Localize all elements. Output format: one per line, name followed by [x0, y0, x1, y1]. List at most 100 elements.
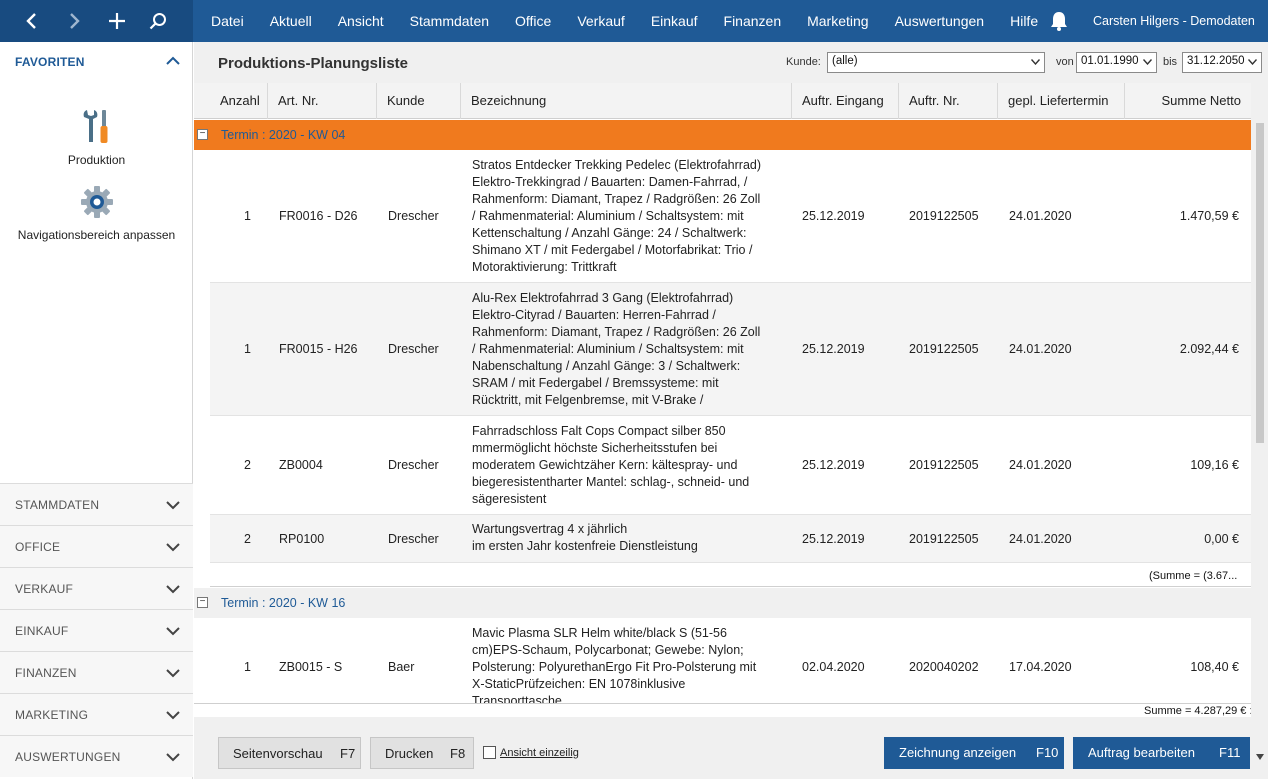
show-drawing-button[interactable]: Zeichnung anzeigen F10 — [884, 737, 1064, 769]
cell-anzahl: 1 — [244, 342, 251, 356]
favorites-header[interactable]: FAVORITEN — [15, 55, 85, 69]
menu-verkauf[interactable]: Verkauf — [577, 13, 625, 29]
col-artnr[interactable]: Art. Nr. — [268, 83, 377, 119]
button-label: Auftrag bearbeiten — [1088, 745, 1195, 760]
button-shortcut: F7 — [340, 746, 356, 761]
col-auftrnr[interactable]: Auftr. Nr. — [899, 83, 998, 119]
col-bezeichnung[interactable]: Bezeichnung — [461, 83, 792, 119]
table-row[interactable]: 2 RP0100 Drescher Wartungsvertrag 4 x jä… — [210, 515, 1251, 563]
forward-icon[interactable] — [54, 0, 94, 42]
chevron-down-icon — [166, 543, 180, 552]
group-label: Termin : 2020 - KW 04 — [221, 128, 346, 142]
section-label: EINKAUF — [15, 624, 69, 638]
menu-office[interactable]: Office — [515, 13, 552, 29]
cell-artnr: FR0015 - H26 — [279, 342, 358, 356]
section-office[interactable]: OFFICE — [0, 525, 193, 567]
cell-eingang: 02.04.2020 — [802, 660, 865, 674]
customer-select[interactable]: (alle) — [827, 52, 1045, 73]
cell-bezeichnung: Wartungsvertrag 4 x jährlich im ersten J… — [472, 522, 698, 553]
menu-marketing[interactable]: Marketing — [807, 13, 869, 29]
cell-eingang: 25.12.2019 — [802, 458, 865, 472]
group-summary-row: (Summe = (3.67... — [210, 563, 1251, 587]
col-eingang[interactable]: Auftr. Eingang — [792, 83, 899, 119]
chevron-down-icon — [1143, 59, 1152, 65]
button-shortcut: F10 — [1036, 745, 1059, 760]
favorite-label: Produktion — [67, 153, 126, 167]
section-label: OFFICE — [15, 540, 61, 554]
grand-total: Summe = 4.287,29 € : — [1144, 705, 1253, 717]
cell-summe: 2.092,44 € — [1179, 342, 1239, 356]
menu-auswertungen[interactable]: Auswertungen — [894, 13, 985, 29]
to-date-field[interactable]: 31.12.2050 — [1182, 52, 1262, 73]
col-summe[interactable]: Summe Netto — [1161, 93, 1241, 108]
menu-aktuell[interactable]: Aktuell — [269, 13, 312, 29]
section-verkauf[interactable]: VERKAUF — [0, 567, 193, 609]
section-finanzen[interactable]: FINANZEN — [0, 651, 193, 693]
cell-liefertermin: 24.01.2020 — [1009, 532, 1072, 546]
section-marketing[interactable]: MARKETING — [0, 693, 193, 735]
gear-icon — [0, 185, 193, 222]
add-icon[interactable] — [97, 0, 137, 42]
customer-select-value: (alle) — [832, 55, 858, 67]
cell-auftrnr: 2019122505 — [909, 209, 979, 223]
menu-finanzen[interactable]: Finanzen — [723, 13, 782, 29]
group-sum: (Summe = (3.67... — [1149, 570, 1238, 582]
table-footer: Summe = 4.287,29 € : — [194, 703, 1253, 717]
col-liefertermin[interactable]: gepl. Liefertermin — [998, 83, 1125, 119]
preview-button[interactable]: Seitenvorschau F7 — [218, 737, 361, 769]
cell-anzahl: 1 — [244, 209, 251, 223]
from-date-value: 01.01.1990 — [1081, 55, 1139, 67]
cell-summe: 1.470,59 € — [1179, 209, 1239, 223]
menu-stammdaten[interactable]: Stammdaten — [409, 13, 490, 29]
main-menu: Datei Aktuell Ansicht Stammdaten Office … — [198, 0, 1051, 42]
cell-auftrnr: 2019122505 — [909, 342, 979, 356]
group-row[interactable]: − Termin : 2020 - KW 16 — [194, 588, 1251, 618]
edit-order-button[interactable]: Auftrag bearbeiten F11 — [1073, 737, 1250, 769]
favorite-navigationsbereich[interactable]: Navigationsbereich anpassen — [0, 185, 193, 242]
section-einkauf[interactable]: EINKAUF — [0, 609, 193, 651]
collapse-icon[interactable]: − — [197, 129, 208, 140]
table-row[interactable]: 1 FR0016 - D26 Drescher Stratos Entdecke… — [210, 150, 1251, 283]
collapse-icon[interactable]: − — [197, 597, 208, 608]
print-button[interactable]: Drucken F8 — [370, 737, 474, 769]
section-label: VERKAUF — [15, 582, 74, 596]
cell-kunde: Drescher — [388, 458, 439, 472]
chevron-down-icon — [166, 627, 180, 636]
table-row[interactable]: 2 ZB0004 Drescher Fahrradschloss Falt Co… — [210, 416, 1251, 515]
back-icon[interactable] — [12, 0, 52, 42]
menu-datei[interactable]: Datei — [211, 13, 244, 29]
button-shortcut: F8 — [450, 746, 466, 761]
chevron-up-icon[interactable] — [166, 56, 180, 66]
chevron-down-icon — [166, 753, 180, 762]
page-title: Produktions-Planungsliste — [218, 55, 409, 72]
top-bar: Datei Aktuell Ansicht Stammdaten Office … — [0, 0, 1268, 42]
cell-artnr: FR0016 - D26 — [279, 209, 358, 223]
section-stammdaten[interactable]: STAMMDATEN — [0, 483, 193, 525]
col-kunde[interactable]: Kunde — [377, 83, 461, 119]
cell-auftrnr: 2020040202 — [909, 660, 979, 674]
single-line-label[interactable]: Ansicht einzeilig — [500, 747, 579, 759]
cell-artnr: ZB0015 - S — [279, 660, 343, 674]
vertical-scrollbar[interactable] — [1251, 83, 1268, 760]
col-anzahl[interactable]: Anzahl — [210, 83, 268, 119]
scrollbar-thumb[interactable] — [1256, 123, 1264, 443]
table-row[interactable]: 1 ZB0015 - S Baer Mavic Plasma SLR Helm … — [210, 618, 1251, 703]
section-auswertungen[interactable]: AUSWERTUNGEN — [0, 735, 193, 777]
cell-auftrnr: 2019122505 — [909, 532, 979, 546]
planning-table: Anzahl Art. Nr. Kunde Bezeichnung Auftr.… — [194, 83, 1251, 703]
menu-hilfe[interactable]: Hilfe — [1010, 13, 1039, 29]
single-line-checkbox[interactable] — [483, 746, 496, 759]
table-row[interactable]: 1 FR0015 - H26 Drescher Alu-Rex Elektrof… — [210, 283, 1251, 416]
to-date-value: 31.12.2050 — [1187, 55, 1245, 67]
scroll-down-icon[interactable] — [1256, 754, 1264, 760]
menu-ansicht[interactable]: Ansicht — [337, 13, 384, 29]
bell-icon[interactable] — [1048, 10, 1070, 32]
chevron-down-icon — [166, 711, 180, 720]
menu-einkauf[interactable]: Einkauf — [650, 13, 698, 29]
cell-summe: 0,00 € — [1204, 532, 1239, 546]
user-name[interactable]: Carsten Hilgers - Demodaten — [1093, 14, 1255, 28]
group-row[interactable]: − Termin : 2020 - KW 04 — [194, 120, 1251, 150]
search-icon[interactable] — [138, 0, 178, 42]
from-date-field[interactable]: 01.01.1990 — [1076, 52, 1157, 73]
favorite-produktion[interactable]: Produktion — [0, 108, 193, 167]
